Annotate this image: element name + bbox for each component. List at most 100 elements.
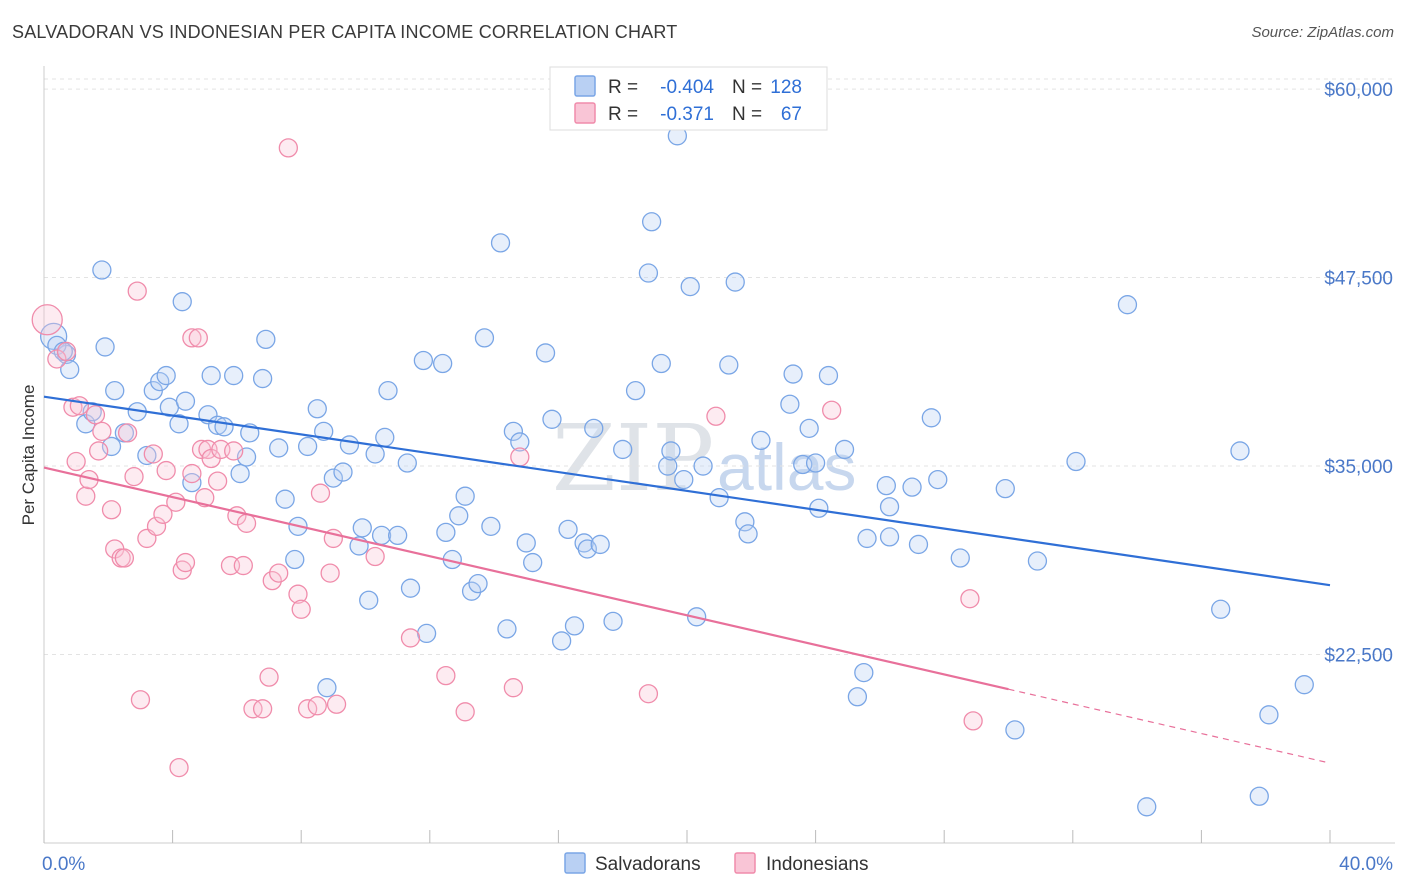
salvadoran-trend-line <box>43 395 1331 587</box>
y-tick-label-3: $60,000 <box>1324 80 1393 101</box>
indonesian-point-1 <box>47 349 67 369</box>
indonesian-point-25 <box>169 757 189 778</box>
salvadoran-point-109 <box>876 475 896 496</box>
salvadoran-point-45 <box>359 590 379 610</box>
salvadoran-point-47 <box>371 525 392 546</box>
indonesian-point-51 <box>307 696 327 716</box>
salvadoran-point-66 <box>503 421 524 442</box>
salvadoran-point-67 <box>510 432 530 452</box>
indonesian-point-20 <box>143 444 163 464</box>
indonesian-point-53 <box>320 563 340 583</box>
legend-swatch-indonesians <box>574 102 596 124</box>
salvadoran-point-91 <box>693 456 713 476</box>
salvadoran-point-33 <box>275 489 295 509</box>
indonesian-point-43 <box>252 699 273 719</box>
salvadoran-point-116 <box>950 548 970 568</box>
salvadoran-point-85 <box>658 456 678 476</box>
salvadoran-point-105 <box>834 439 855 460</box>
indonesian-point-21 <box>146 516 167 537</box>
indonesian-point-59 <box>455 702 475 722</box>
salvadoran-point-62 <box>474 328 495 348</box>
salvadoran-point-8 <box>95 337 115 357</box>
indonesian-point-55 <box>326 694 347 714</box>
indonesian-point-62 <box>638 684 659 704</box>
salvadoran-point-44 <box>352 518 372 538</box>
salvadoran-point-73 <box>558 519 578 540</box>
indonesian-point-48 <box>288 584 308 604</box>
salvadoran-point-127 <box>1294 675 1314 695</box>
salvadoran-point-61 <box>468 574 488 594</box>
indonesian-point-63 <box>706 406 726 426</box>
salvadoran-point-42 <box>339 435 360 455</box>
salvadoran-point-19 <box>172 292 192 312</box>
indonesian-point-6 <box>76 486 96 506</box>
indonesian-point-44 <box>259 667 279 687</box>
salvadoran-point-115 <box>928 469 948 490</box>
salvadoran-point-27 <box>230 463 250 484</box>
salvadoran-point-126 <box>1259 705 1279 725</box>
indonesian-point-58 <box>436 665 456 686</box>
salvadoran-point-101 <box>799 418 819 438</box>
indonesian-point-22 <box>153 504 173 524</box>
indonesian-point-16 <box>124 466 144 487</box>
salvadoran-point-65 <box>497 619 517 639</box>
x-tick-label-max: 40.0% <box>1339 854 1393 875</box>
salvadoran-point-96 <box>738 524 758 544</box>
indonesian-point-57 <box>400 628 421 648</box>
salvadoran-point-77 <box>584 418 604 438</box>
salvadoran-point-52 <box>400 578 421 598</box>
salvadoran-point-60 <box>461 581 482 601</box>
salvadoran-point-123 <box>1211 599 1231 619</box>
indonesian-point-11 <box>101 500 122 520</box>
salvadoran-point-121 <box>1117 295 1138 315</box>
indonesian-point-23 <box>156 460 176 481</box>
indonesian-point-40 <box>233 555 253 576</box>
salvadoran-point-26 <box>224 365 244 386</box>
indonesian-trend-line <box>43 466 1009 691</box>
indonesian-point-3 <box>63 397 83 417</box>
salvadoran-point-31 <box>256 329 276 350</box>
salvadoran-point-98 <box>780 394 800 414</box>
salvadoran-point-81 <box>625 380 646 401</box>
salvadoran-point-102 <box>805 453 826 473</box>
bottom-legend-swatch-salvadorans <box>564 852 586 874</box>
salvadoran-point-36 <box>297 436 318 457</box>
indonesian-point-29 <box>182 463 202 484</box>
salvadoran-point-120 <box>1066 451 1086 472</box>
bottom-legend-swatch-indonesians <box>734 852 756 874</box>
indonesian-point-47 <box>278 138 298 158</box>
y-tick-label-0: $22,500 <box>1324 646 1393 667</box>
salvadoran-point-79 <box>603 611 623 631</box>
salvadoran-point-106 <box>847 687 868 707</box>
salvadoran-point-72 <box>551 631 572 651</box>
indonesian-point-60 <box>503 678 524 698</box>
salvadoran-point-41 <box>333 462 353 482</box>
legend-r-label-1: R = <box>608 77 638 98</box>
salvadoran-point-83 <box>638 263 659 283</box>
legend-box: R = -0.404 N = 128 R = -0.371 N = 67 <box>549 66 828 131</box>
salvadoran-point-69 <box>523 552 543 573</box>
indonesian-point-32 <box>195 488 215 508</box>
indonesian-points <box>31 138 983 778</box>
salvadoran-point-55 <box>433 353 453 374</box>
salvadoran-point-114 <box>921 408 941 428</box>
salvadoran-point-7 <box>92 260 112 280</box>
salvadoran-point-63 <box>481 516 501 537</box>
salvadoran-point-68 <box>516 533 536 553</box>
legend-r-value-1: -0.404 <box>660 77 714 98</box>
salvadoran-point-124 <box>1230 441 1250 461</box>
indonesian-point-27 <box>175 552 196 573</box>
salvadoran-point-37 <box>307 399 327 419</box>
salvadoran-point-23 <box>201 365 221 386</box>
salvadoran-point-84 <box>651 353 671 374</box>
salvadoran-point-34 <box>285 549 305 570</box>
indonesian-point-41 <box>236 513 257 533</box>
legend-r-label-2: R = <box>608 104 638 125</box>
indonesian-point-46 <box>269 563 289 583</box>
axes <box>43 66 1395 844</box>
indonesian-point-0 <box>31 304 63 336</box>
salvadoran-point-80 <box>613 439 633 460</box>
salvadoran-point-51 <box>397 453 417 473</box>
indonesian-point-8 <box>85 405 106 425</box>
